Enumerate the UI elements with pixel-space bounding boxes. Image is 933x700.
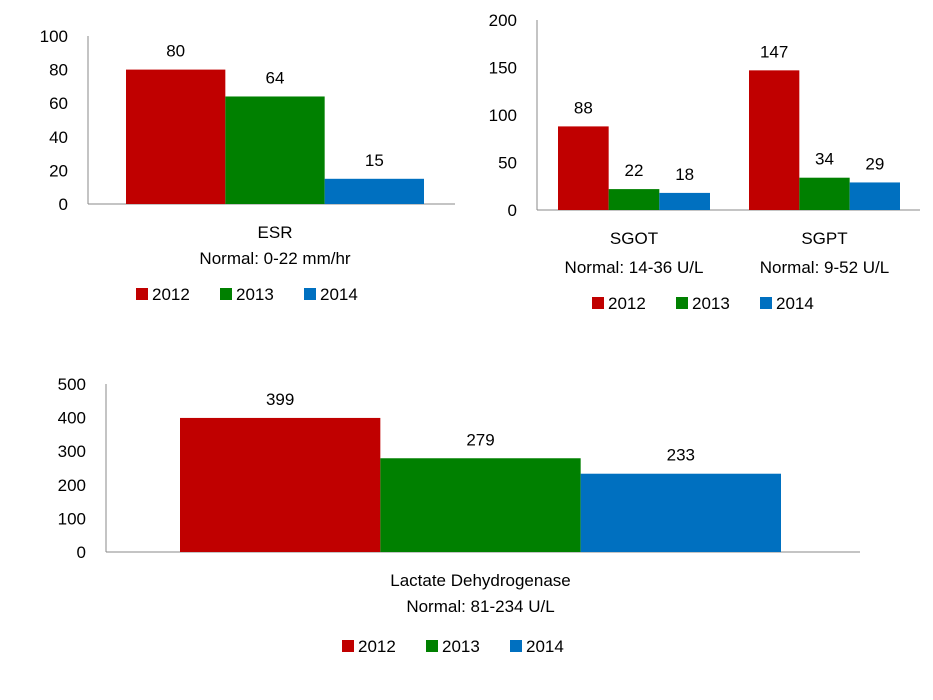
bar-2012 <box>749 70 800 210</box>
category-label: SGPT <box>801 229 847 248</box>
legend-label: 2012 <box>608 294 646 313</box>
bar-2012 <box>180 417 381 552</box>
legend-swatch <box>342 640 354 652</box>
y-tick-label: 400 <box>58 409 86 428</box>
liver-enzymes-chart: 0 50 100 150 200 88 22 18 SGOT Normal: 14-36 U/L 1… <box>489 11 920 313</box>
bar-2014 <box>324 178 424 204</box>
bar-2012 <box>126 69 226 204</box>
legend-swatch <box>760 297 772 309</box>
legend-label: 2012 <box>152 285 190 304</box>
legend-swatch <box>676 297 688 309</box>
y-tick-label: 100 <box>58 509 86 528</box>
legend-swatch <box>220 288 232 300</box>
data-label: 29 <box>865 154 884 173</box>
y-tick-label: 200 <box>58 476 86 495</box>
bar-2013 <box>608 189 660 210</box>
data-label: 233 <box>667 446 695 465</box>
legend-label: 2014 <box>320 285 358 304</box>
y-tick-label: 200 <box>489 11 517 30</box>
bar-2013 <box>799 177 850 210</box>
y-tick-label: 50 <box>498 154 517 173</box>
category-label: SGOT <box>610 229 658 248</box>
data-label: 22 <box>625 161 644 180</box>
category-label: Normal: 9-52 U/L <box>760 258 889 277</box>
legend-label: 2013 <box>236 285 274 304</box>
data-label: 147 <box>760 42 788 61</box>
category-label: ESR <box>258 223 293 242</box>
data-label: 279 <box>466 430 494 449</box>
data-label: 64 <box>266 68 285 87</box>
y-tick-label: 500 <box>58 375 86 394</box>
data-label: 18 <box>675 165 694 184</box>
legend-label: 2014 <box>526 637 564 656</box>
esr-chart: 0 20 40 60 80 100 80 64 15 ESR Normal: 0-22 mm/hr 2… <box>40 27 455 304</box>
legend-swatch <box>426 640 438 652</box>
category-label: Normal: 14-36 U/L <box>565 258 704 277</box>
legend-label: 2012 <box>358 637 396 656</box>
y-tick-label: 20 <box>49 161 68 180</box>
data-label: 15 <box>365 151 384 170</box>
bar-2013 <box>225 96 325 204</box>
y-tick-label: 0 <box>77 543 86 562</box>
bar-2012 <box>558 126 609 210</box>
y-tick-label: 40 <box>49 128 68 147</box>
legend-swatch <box>304 288 316 300</box>
legend-swatch <box>510 640 522 652</box>
y-tick-label: 0 <box>59 195 68 214</box>
legend-label: 2014 <box>776 294 814 313</box>
y-tick-label: 150 <box>489 59 517 78</box>
data-label: 34 <box>815 150 834 169</box>
bar-2014 <box>849 182 900 210</box>
y-tick-label: 100 <box>489 106 517 125</box>
y-tick-label: 300 <box>58 442 86 461</box>
y-tick-label: 80 <box>49 61 68 80</box>
data-label: 399 <box>266 390 294 409</box>
category-label: Normal: 81-234 U/L <box>406 597 554 616</box>
data-label: 80 <box>166 42 185 61</box>
ldh-chart: 0 100 200 300 400 500 399 279 233 Lactate Dehydro… <box>58 375 860 656</box>
bar-2014 <box>659 192 710 210</box>
legend-swatch <box>136 288 148 300</box>
bar-2014 <box>580 473 781 552</box>
legend-swatch <box>592 297 604 309</box>
legend-label: 2013 <box>692 294 730 313</box>
legend-label: 2013 <box>442 637 480 656</box>
bar-2013 <box>380 458 581 552</box>
y-tick-label: 100 <box>40 27 68 46</box>
y-tick-label: 60 <box>49 94 68 113</box>
y-tick-label: 0 <box>508 201 517 220</box>
category-label: Lactate Dehydrogenase <box>390 571 571 590</box>
category-label: Normal: 0-22 mm/hr <box>199 249 350 268</box>
data-label: 88 <box>574 98 593 117</box>
